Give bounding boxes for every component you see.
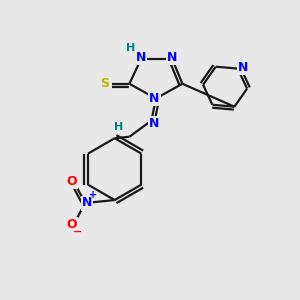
Text: H: H <box>126 43 136 52</box>
Text: O: O <box>66 218 77 231</box>
Text: N: N <box>136 51 146 64</box>
Text: N: N <box>167 51 177 64</box>
Text: N: N <box>82 196 92 209</box>
Text: O: O <box>66 175 77 188</box>
Text: +: + <box>89 190 98 200</box>
Text: N: N <box>238 61 248 74</box>
Text: N: N <box>149 92 160 105</box>
Text: N: N <box>149 117 160 130</box>
Text: H: H <box>114 122 123 132</box>
Text: S: S <box>100 77 109 90</box>
Text: −: − <box>73 226 82 237</box>
